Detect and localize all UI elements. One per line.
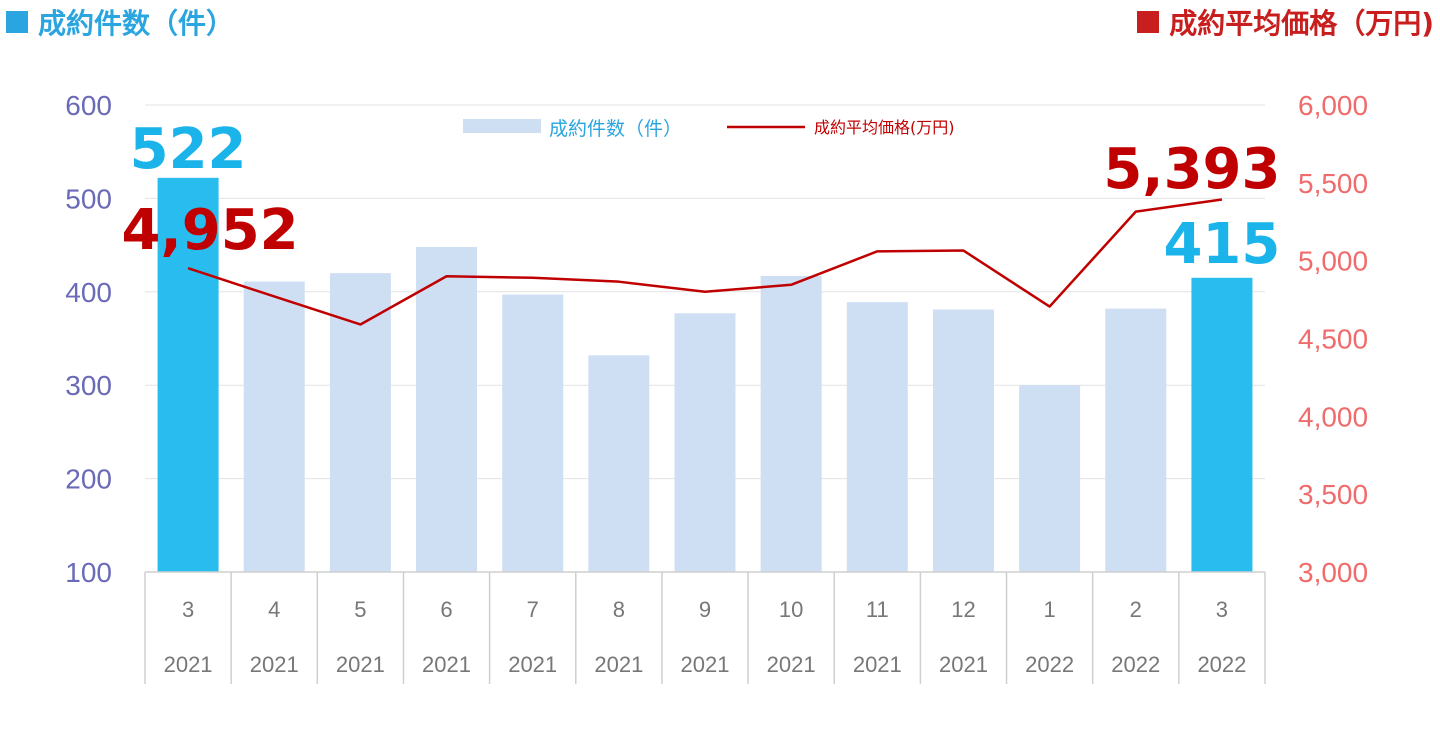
axis-ticks: 100 200 300 400 500 600 3,000 3,500 4,000 4,500 5,…	[65, 90, 1368, 588]
category-year-label: 2021	[594, 652, 643, 677]
category-year-label: 2021	[508, 652, 557, 677]
category-month-label: 6	[440, 597, 452, 622]
category-year-label: 2021	[939, 652, 988, 677]
left-tick-label: 600	[65, 90, 112, 121]
right-tick-label: 5,000	[1298, 246, 1368, 277]
category-month-label: 10	[779, 597, 803, 622]
legend-bar-label: 成約件数（件）	[549, 118, 682, 140]
left-tick-label: 400	[65, 277, 112, 308]
bar	[674, 313, 736, 572]
category-month-label: 3	[182, 597, 194, 622]
blue-square-icon	[6, 11, 28, 33]
left-tick-label: 100	[65, 557, 112, 588]
left-tick-label: 300	[65, 370, 112, 401]
bar	[157, 177, 219, 573]
right-axis-title-text: 成約平均価格（万円)	[1169, 7, 1434, 40]
category-month-label: 2	[1130, 597, 1142, 622]
data-label: 415	[1163, 212, 1280, 277]
bar	[502, 294, 564, 572]
legend-line-label: 成約平均価格(万円)	[814, 118, 955, 137]
right-tick-label: 4,000	[1298, 401, 1368, 432]
left-tick-label: 200	[65, 464, 112, 495]
bar	[1105, 308, 1167, 572]
bar	[416, 246, 478, 572]
bar	[760, 275, 822, 572]
legend-bar-swatch	[463, 119, 541, 133]
data-labels: 522 415 4,952 5,393	[122, 117, 1281, 277]
bar	[932, 309, 994, 572]
category-year-label: 2021	[164, 652, 213, 677]
red-square-icon	[1137, 11, 1160, 33]
legend: 成約件数（件） 成約平均価格(万円)	[463, 118, 955, 140]
line-series	[187, 198, 1223, 326]
data-label: 5,393	[1103, 137, 1280, 202]
left-axis-title-text: 成約件数（件）	[38, 7, 235, 40]
category-year-label: 2022	[1025, 652, 1074, 677]
bar-series	[157, 177, 1253, 573]
bar	[329, 273, 391, 572]
category-year-label: 2021	[336, 652, 385, 677]
right-tick-label: 3,000	[1298, 557, 1368, 588]
data-label: 4,952	[122, 198, 299, 263]
data-label: 522	[130, 117, 247, 182]
bar	[1191, 277, 1253, 572]
category-month-label: 3	[1216, 597, 1228, 622]
category-month-label: 5	[354, 597, 366, 622]
category-year-label: 2021	[853, 652, 902, 677]
right-axis-title: 成約平均価格（万円)	[1137, 2, 1434, 42]
category-month-label: 1	[1043, 597, 1055, 622]
left-tick-label: 500	[65, 183, 112, 214]
right-tick-label: 6,000	[1298, 90, 1368, 121]
category-axis: 3 2021 4 2021 5 2021 6 2021 7 2021 8 2021 9 2021 10 202…	[144, 571, 1266, 684]
category-year-label: 2021	[767, 652, 816, 677]
category-year-label: 2021	[250, 652, 299, 677]
category-year-label: 2021	[422, 652, 471, 677]
bar	[846, 302, 908, 572]
bar	[1019, 385, 1081, 572]
left-axis-title: 成約件数（件）	[6, 2, 234, 42]
category-month-label: 11	[866, 597, 889, 622]
category-month-label: 7	[527, 597, 539, 622]
right-tick-label: 5,500	[1298, 168, 1368, 199]
category-year-label: 2021	[681, 652, 730, 677]
right-tick-label: 3,500	[1298, 479, 1368, 510]
category-month-label: 9	[699, 597, 711, 622]
category-year-label: 2022	[1111, 652, 1160, 677]
category-month-label: 4	[268, 597, 280, 622]
bar	[243, 281, 305, 572]
bar	[588, 355, 650, 572]
category-month-label: 12	[951, 597, 975, 622]
right-tick-label: 4,500	[1298, 324, 1368, 355]
category-month-label: 8	[613, 597, 625, 622]
price-line	[187, 198, 1223, 326]
category-year-label: 2022	[1197, 652, 1246, 677]
